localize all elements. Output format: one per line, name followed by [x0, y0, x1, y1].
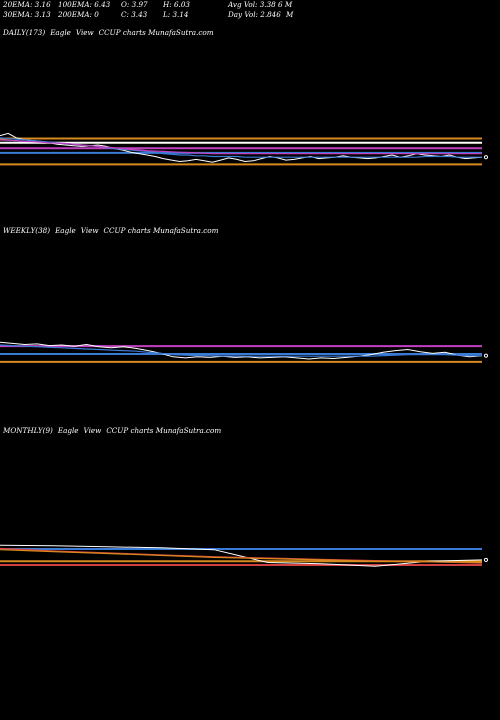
monthly-last-price-marker — [483, 557, 489, 563]
monthly-chart — [0, 544, 489, 567]
monthly-caption: CCUP charts MunafaSutra.com — [106, 426, 222, 435]
ema100-value: 100EMA: 6.43 — [58, 0, 111, 9]
close-value: C: 3.43 — [121, 10, 148, 19]
weekly-brand: Eagle — [55, 226, 76, 235]
weekly-chart — [0, 341, 489, 363]
stats-row-2: 30EMA: 3.13 200EMA: 0 C: 3.43 L: 3.14 Da… — [3, 10, 497, 20]
daily-panel-label: DAILY(173) Eagle View CCUP charts MunafaSut… — [3, 28, 219, 37]
daily-brand: Eagle — [50, 28, 71, 37]
weekly-series-line-1 — [0, 344, 482, 357]
monthly-panel-label: MONTHLY(9) Eagle View CCUP charts MunafaSut… — [3, 426, 226, 435]
weekly-series-line-0 — [0, 341, 483, 360]
stats-row-1: 20EMA: 3.16 100EMA: 6.43 O: 3.97 H: 6.03… — [3, 0, 497, 10]
weekly-caption: CCUP charts MunafaSutra.com — [103, 226, 219, 235]
weekly-view-link[interactable]: View — [80, 226, 99, 235]
daily-caption: CCUP charts MunafaSutra.com — [98, 28, 214, 37]
daily-chart — [0, 132, 489, 166]
day-vol-unit: M — [286, 10, 294, 19]
ema20-value: 20EMA: 3.16 — [3, 0, 51, 9]
daily-series-line-2 — [0, 139, 482, 155]
daily-view-link[interactable]: View — [75, 28, 94, 37]
monthly-series-line-2 — [0, 549, 483, 564]
daily-period: DAILY(173) — [3, 28, 46, 37]
weekly-last-price-marker — [483, 353, 489, 358]
low-value: L: 3.14 — [163, 10, 189, 19]
monthly-series-line-0 — [0, 544, 483, 567]
open-value: O: 3.97 — [121, 0, 148, 9]
stats-header: 20EMA: 3.16 100EMA: 6.43 O: 3.97 H: 6.03… — [3, 0, 497, 20]
daily-last-price-marker — [483, 155, 489, 160]
avg-vol-value: Avg Vol: 3.38 — [228, 0, 276, 9]
avg-vol-unit: 6 M — [278, 0, 293, 9]
weekly-period: WEEKLY(38) — [3, 226, 51, 235]
monthly-brand: Eagle — [57, 426, 79, 435]
day-vol-value: Day Vol: 2.846 — [228, 10, 281, 19]
ema30-value: 30EMA: 3.13 — [3, 10, 51, 19]
weekly-panel-label: WEEKLY(38) Eagle View CCUP charts MunafaSut… — [3, 226, 223, 235]
monthly-period: MONTHLY(9) — [3, 426, 53, 435]
ema200-value: 200EMA: 0 — [58, 10, 99, 19]
monthly-view-link[interactable]: View — [83, 426, 102, 435]
high-value: H: 6.03 — [163, 0, 190, 9]
